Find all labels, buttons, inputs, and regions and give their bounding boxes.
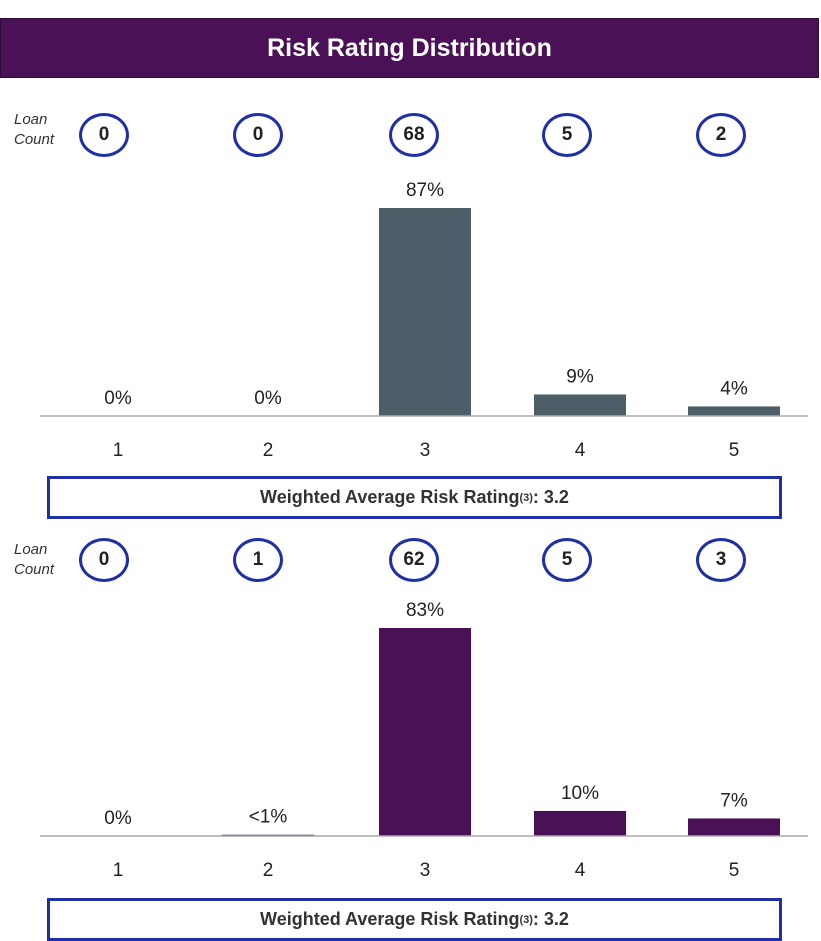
data-label: 0% [104,808,132,829]
loan-count-circle: 62 [389,538,439,582]
loan-label-line-2: Count [14,131,55,148]
loan-count-circle: 0 [233,113,283,157]
footnote-ref: (3) [519,913,533,926]
loan-label-line-1: Loan [14,111,48,128]
loan-count-circle: 5 [542,113,592,157]
x-tick-label: 4 [575,860,586,881]
x-tick-label: 5 [729,860,740,881]
loan-count-label: Loan Count [14,540,74,580]
bar [379,208,471,416]
weighted-average-value: : 3.2 [532,909,569,929]
loan-count-label: Loan Count [14,110,74,150]
risk-rating-chart-1: 0% 1 0% 2 87% 3 9% 4 4% 5 [40,180,808,461]
footnote-ref: (3) [519,491,533,504]
weighted-average-label: Weighted Average Risk Rating [260,487,520,507]
loan-count-circle: 0 [79,538,129,582]
bar [534,394,626,416]
loan-count-circle: 5 [542,538,592,582]
data-label: 4% [720,378,748,399]
weighted-average-box: Weighted Average Risk Rating (3): 3.2 [47,476,782,519]
loan-count-circle: 1 [233,538,283,582]
data-label: 0% [254,388,282,409]
weighted-average-label: Weighted Average Risk Rating [260,909,520,929]
loan-count-circle: 3 [696,538,746,582]
loan-count-circle: 68 [389,113,439,157]
loan-count-circle: 0 [79,113,129,157]
chart-title-bar: Risk Rating Distribution [0,18,819,78]
x-tick-label: 2 [263,860,274,881]
bar [688,406,780,416]
bar [379,628,471,836]
x-tick-label: 3 [420,440,431,461]
x-tick-label: 4 [575,440,586,461]
x-tick-label: 5 [729,440,740,461]
x-tick-label: 1 [113,860,124,881]
x-tick-label: 3 [420,860,431,881]
bar [688,818,780,836]
bar [534,810,626,836]
data-label: 0% [104,388,132,409]
data-label: 83% [406,600,444,621]
loan-count-circle: 2 [696,113,746,157]
risk-rating-chart-2: 0% 1 <1% 2 83% 3 10% 4 7% 5 [40,600,808,881]
data-label: 10% [561,783,599,804]
weighted-average-value: : 3.2 [532,487,569,507]
chart-title: Risk Rating Distribution [267,33,552,62]
data-label: 7% [720,790,748,811]
loan-label-line-2: Count [14,561,55,578]
loan-label-line-1: Loan [14,541,48,558]
x-tick-label: 2 [263,440,274,461]
data-label: <1% [249,807,288,828]
x-tick-label: 1 [113,440,124,461]
data-label: 87% [406,180,444,201]
weighted-average-box: Weighted Average Risk Rating (3): 3.2 [47,898,782,941]
data-label: 9% [566,366,594,387]
